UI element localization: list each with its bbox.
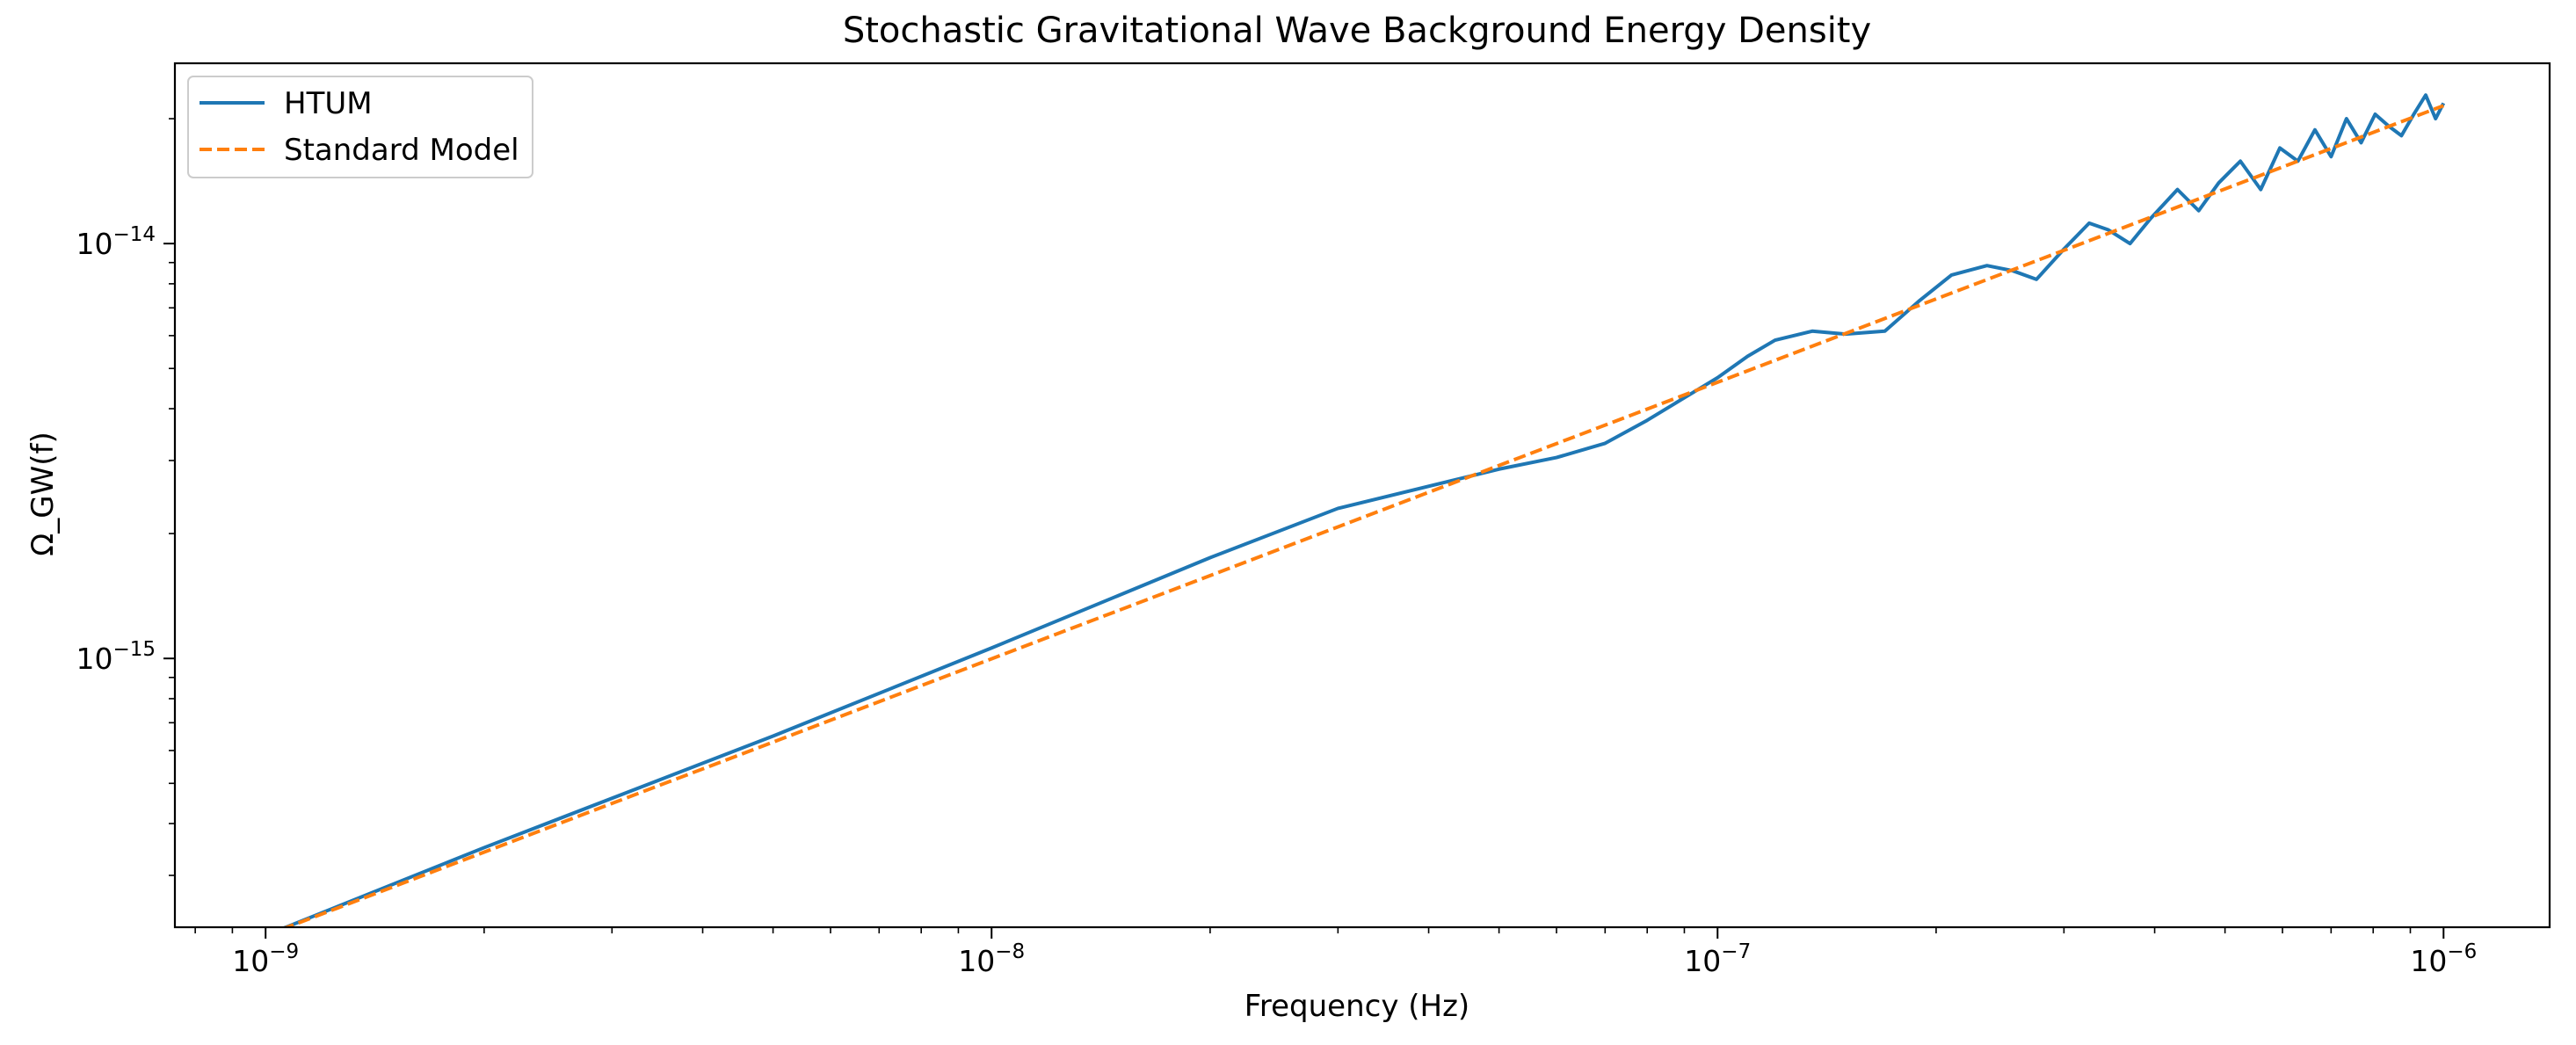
legend-label-standard-model: Standard Model — [284, 133, 519, 168]
legend-label-htum: HTUM — [284, 86, 373, 121]
legend-box — [187, 76, 533, 178]
x-tick-label: 10−8 — [958, 940, 1025, 978]
chart-title: Stochastic Gravitational Wave Background… — [843, 11, 1871, 51]
x-tick-label: 10−6 — [2410, 940, 2477, 978]
y-tick-label: 10−15 — [76, 638, 156, 676]
x-axis: 10−9 10−8 10−7 10−6 — [194, 927, 2477, 978]
x-tick-label: 10−9 — [232, 940, 299, 978]
legend: HTUM Standard Model — [187, 76, 533, 178]
series-line-standard-model — [282, 104, 2445, 927]
y-tick-label: 10−14 — [76, 223, 156, 261]
x-axis-label: Frequency (Hz) — [1244, 989, 1469, 1024]
x-tick-label: 10−7 — [1684, 940, 1751, 978]
plot-frame — [173, 62, 2551, 929]
y-axis: 10−15 10−14 — [76, 118, 175, 876]
y-axis-label: Ω_GW(f) — [25, 432, 61, 555]
